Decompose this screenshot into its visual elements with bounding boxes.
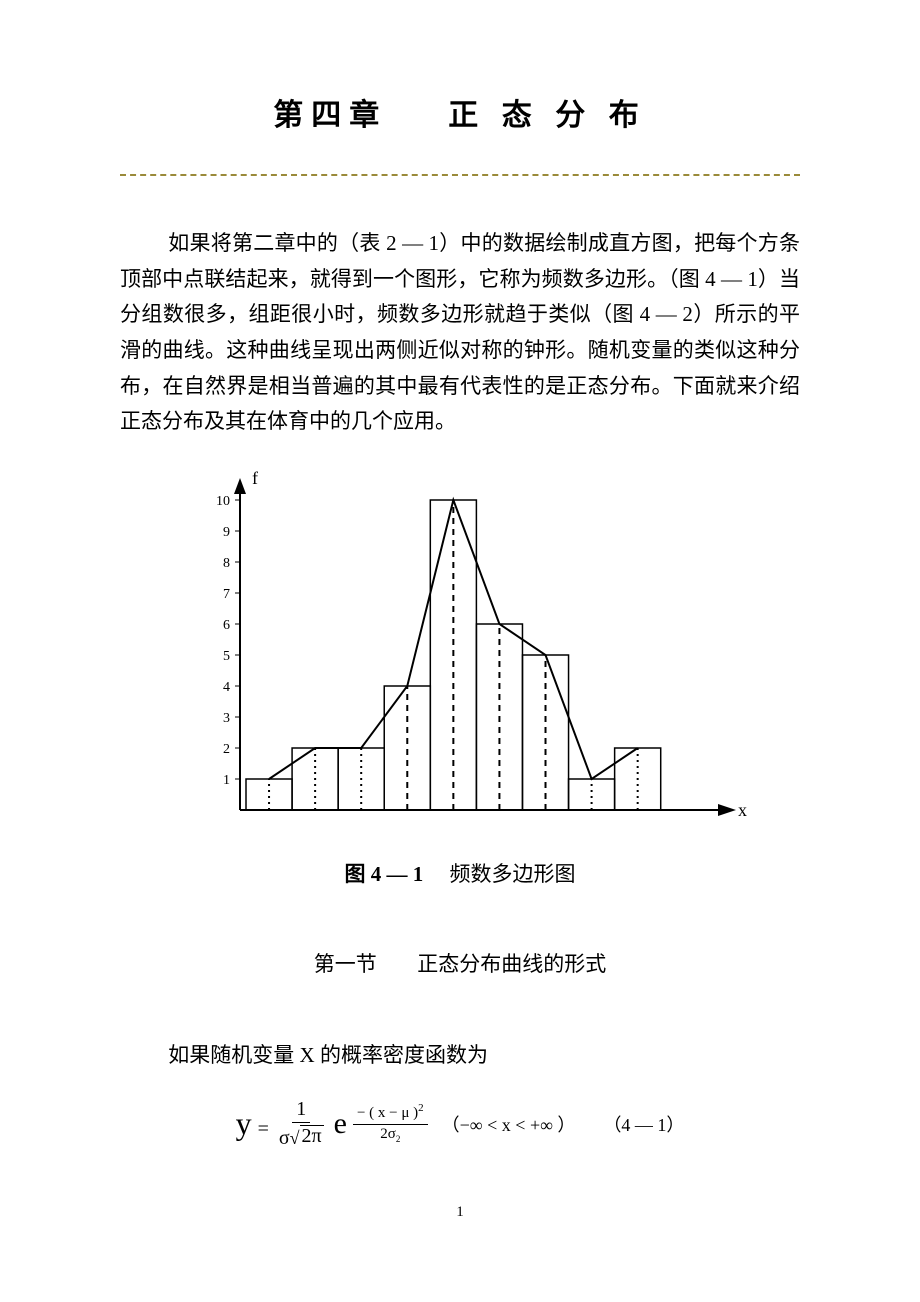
svg-text:3: 3 [223, 711, 230, 726]
svg-text:8: 8 [223, 556, 230, 571]
figure-caption-text: 频数多边形图 [450, 862, 576, 886]
figure-4-1: f x 1 2 3 4 5 6 7 8 9 10 图 4 — 1 频数多边形图 [120, 450, 800, 888]
section-name: 正态分布曲线的形式 [417, 952, 606, 976]
section-1-title: 第一节 正态分布曲线的形式 [120, 948, 800, 978]
formula-lhs: y [236, 1105, 252, 1142]
svg-text:4: 4 [223, 680, 230, 695]
svg-text:6: 6 [223, 618, 230, 633]
section-label: 第一节 [314, 952, 377, 976]
exp-num-sup: 2 [418, 1102, 424, 1114]
lead-paragraph-2: 如果随机变量 X 的概率密度函数为 [120, 1038, 800, 1074]
equals-sign: = [258, 1118, 269, 1149]
equation-number: （4 — 1） [603, 1111, 684, 1137]
svg-text:f: f [252, 468, 258, 488]
exp-den-sup: 2 [396, 1134, 401, 1144]
variable-range: （−∞ < x < +∞ ） [442, 1111, 576, 1137]
figure-4-1-svg: f x 1 2 3 4 5 6 7 8 9 10 [170, 450, 750, 850]
svg-text:7: 7 [223, 587, 230, 602]
chapter-title: 第四章 正 态 分 布 [120, 90, 800, 134]
sqrt: 2π [290, 1125, 324, 1147]
document-page: 第四章 正 态 分 布 如果将第二章中的（表 2 — 1）中的数据绘制成直方图，… [0, 0, 920, 1261]
decorative-divider [120, 174, 800, 176]
exp-den-main: 2σ [380, 1126, 396, 1142]
svg-text:x: x [738, 800, 747, 820]
exp-num: − ( x − μ )2 [353, 1103, 428, 1125]
svg-text:10: 10 [216, 494, 230, 509]
svg-text:5: 5 [223, 649, 230, 664]
radicand: 2π [300, 1125, 324, 1147]
figure-caption-label: 图 4 — 1 [345, 862, 424, 886]
exp-num-main: − ( x − μ ) [357, 1105, 418, 1121]
figure-4-1-caption: 图 4 — 1 频数多边形图 [120, 858, 800, 888]
figure-caption-gap [429, 862, 445, 886]
frac-num: 1 [292, 1099, 310, 1123]
formula-4-1: y = 1 σ2π e − ( x − μ )2 2σ2 （−∞ < x < +… [120, 1099, 800, 1149]
exp-den: 2σ2 [376, 1125, 404, 1144]
fraction-coefficient: 1 σ 2π [275, 1099, 328, 1149]
intro-paragraph: 如果将第二章中的（表 2 — 1）中的数据绘制成直方图，把每个方条顶部中点联结起… [120, 226, 800, 440]
frac-den: σ 2π [275, 1123, 328, 1149]
sigma: σ [279, 1127, 290, 1149]
svg-text:2: 2 [223, 742, 230, 757]
chapter-number: 第四章 [273, 99, 387, 132]
chapter-name: 正 态 分 布 [448, 99, 647, 132]
exponent-fraction: − ( x − μ )2 2σ2 [353, 1103, 428, 1144]
svg-text:1: 1 [223, 773, 230, 788]
svg-text:9: 9 [223, 525, 230, 540]
page-number: 1 [120, 1204, 800, 1221]
e-constant: e [334, 1107, 347, 1141]
